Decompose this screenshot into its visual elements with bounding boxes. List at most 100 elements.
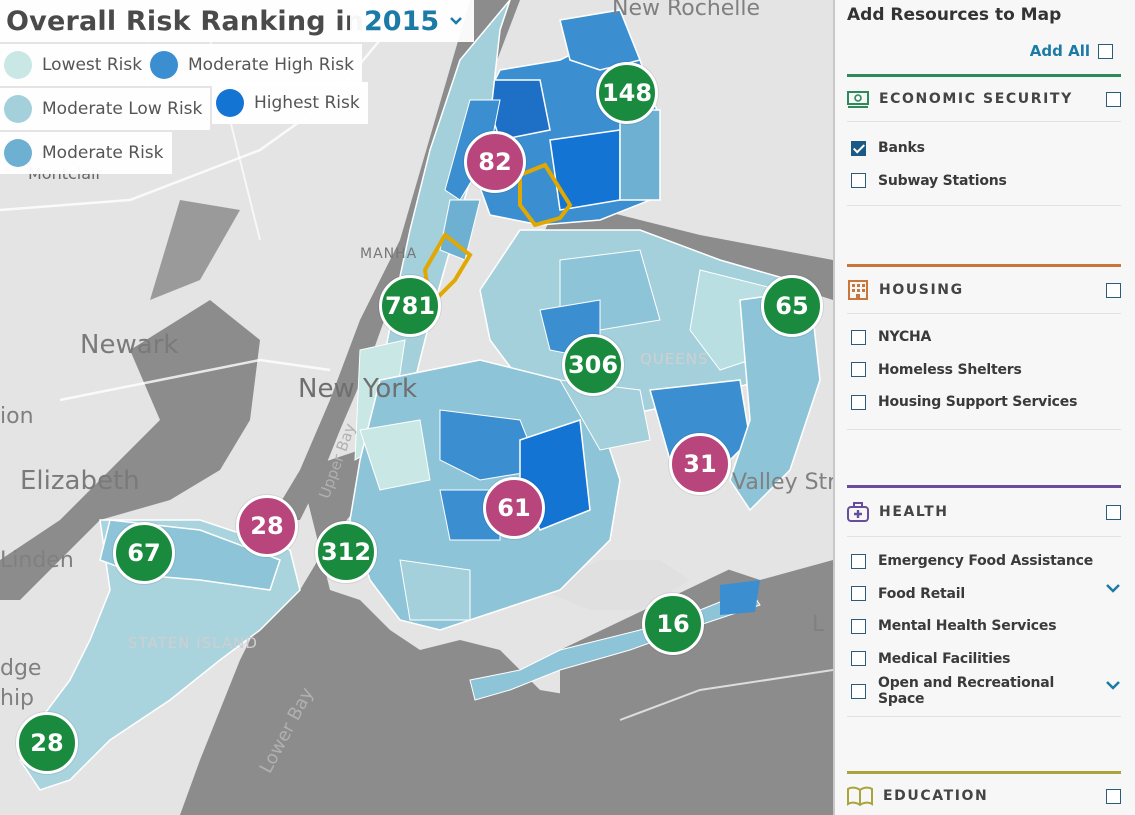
section-name: EDUCATION bbox=[883, 788, 989, 804]
resource-checkbox[interactable] bbox=[851, 683, 866, 699]
cluster-marker[interactable]: 148 bbox=[596, 62, 658, 124]
cluster-marker[interactable]: 781 bbox=[379, 275, 441, 337]
resource-checkbox[interactable] bbox=[851, 362, 866, 378]
resource-label[interactable]: Medical Facilities bbox=[878, 650, 1011, 667]
cluster-marker[interactable]: 61 bbox=[483, 477, 545, 539]
section-header: HEALTH bbox=[847, 488, 1121, 537]
resource-item-housing-support-services[interactable]: Housing Support Services bbox=[847, 386, 1121, 419]
chevron-down-icon[interactable] bbox=[1105, 679, 1121, 691]
cluster-marker[interactable]: 65 bbox=[761, 275, 823, 337]
resource-item-medical-facilities[interactable]: Medical Facilities bbox=[847, 643, 1121, 676]
legend-item-lowest-risk: Lowest Risk bbox=[0, 44, 151, 86]
resource-item-emergency-food-assistance[interactable]: Emergency Food Assistance bbox=[847, 545, 1121, 578]
place-label-new-york: New York bbox=[298, 374, 418, 404]
cluster-marker[interactable]: 16 bbox=[642, 593, 704, 655]
resource-checkbox[interactable] bbox=[851, 329, 866, 345]
place-label-elizabeth: Elizabeth bbox=[20, 466, 140, 496]
place-label-edge-left-3: hip bbox=[0, 686, 35, 711]
map-title: Overall Risk Ranking in bbox=[6, 5, 365, 37]
place-label-edge-left: ion bbox=[0, 404, 34, 429]
legend-label: Lowest Risk bbox=[42, 55, 143, 75]
cluster-marker[interactable]: 82 bbox=[464, 131, 526, 193]
add-all-checkbox[interactable] bbox=[1098, 43, 1113, 59]
legend-swatch bbox=[4, 95, 32, 123]
section-header: ECONOMIC SECURITY bbox=[847, 77, 1121, 122]
resource-item-banks[interactable]: Banks bbox=[847, 132, 1121, 165]
resource-label[interactable]: Open and Recreational Space bbox=[878, 675, 1055, 708]
cluster-marker[interactable]: 67 bbox=[113, 522, 175, 584]
section-name: ECONOMIC SECURITY bbox=[879, 91, 1073, 107]
section-name: HEALTH bbox=[879, 504, 949, 520]
resource-checkbox[interactable] bbox=[851, 586, 866, 602]
section-header: EDUCATION bbox=[847, 774, 1121, 815]
panel-title: Add Resources to Map bbox=[847, 5, 1062, 25]
legend-item-moderate-low-risk: Moderate Low Risk bbox=[0, 88, 211, 130]
year-value: 2015 bbox=[364, 5, 440, 37]
chevron-down-icon[interactable] bbox=[1105, 582, 1121, 594]
resources-panel: Add Resources to Map Add All ECONOMIC SE… bbox=[833, 0, 1135, 815]
section-economic-security: ECONOMIC SECURITY Banks Subway Stations bbox=[847, 74, 1121, 206]
resource-item-mental-health-services[interactable]: Mental Health Services bbox=[847, 610, 1121, 643]
resource-checkbox[interactable] bbox=[851, 394, 866, 410]
resource-checkbox[interactable] bbox=[851, 173, 866, 189]
legend-swatch bbox=[216, 89, 244, 117]
resource-label[interactable]: Banks bbox=[878, 140, 925, 157]
section-checkbox[interactable] bbox=[1106, 504, 1121, 520]
legend-label: Moderate Risk bbox=[42, 143, 164, 163]
section-rule bbox=[847, 771, 1121, 774]
place-label-edge-right: L bbox=[812, 612, 825, 637]
legend-item-moderate-risk: Moderate Risk bbox=[0, 132, 172, 174]
resource-label[interactable]: Housing Support Services bbox=[878, 394, 1078, 411]
cluster-marker[interactable]: 31 bbox=[669, 433, 731, 495]
place-label-queens: QUEENS bbox=[640, 350, 709, 368]
resource-checkbox[interactable] bbox=[851, 618, 866, 634]
resource-checkbox[interactable] bbox=[851, 553, 866, 569]
legend-label: Moderate High Risk bbox=[188, 55, 354, 75]
resource-item-nycha[interactable]: NYCHA bbox=[847, 321, 1121, 354]
resource-label[interactable]: Homeless Shelters bbox=[878, 361, 1022, 378]
map-title-box: Overall Risk Ranking in bbox=[0, 0, 373, 42]
resource-item-homeless-shelters[interactable]: Homeless Shelters bbox=[847, 354, 1121, 387]
section-rule bbox=[847, 74, 1121, 77]
resource-checkbox[interactable] bbox=[851, 140, 866, 156]
section-header: HOUSING bbox=[847, 267, 1121, 314]
legend-swatch bbox=[4, 139, 32, 167]
resource-item-food-retail[interactable]: Food Retail bbox=[847, 578, 1121, 611]
cluster-marker[interactable]: 28 bbox=[16, 712, 78, 774]
place-label-staten-island: STATEN ISLAND bbox=[128, 634, 258, 652]
add-all-control[interactable]: Add All bbox=[1030, 42, 1121, 60]
resource-label[interactable]: NYCHA bbox=[878, 329, 932, 346]
section-health: HEALTH Emergency Food Assistance Food Re… bbox=[847, 485, 1121, 717]
section-rule bbox=[847, 264, 1121, 267]
section-housing: HOUSING NYCHA Homeless Shelters Housing … bbox=[847, 264, 1121, 430]
resource-label[interactable]: Food Retail bbox=[878, 585, 965, 602]
section-items: Emergency Food Assistance Food Retail Me… bbox=[847, 537, 1121, 717]
resource-label[interactable]: Mental Health Services bbox=[878, 618, 1057, 635]
place-label-manhattan: MANHA bbox=[360, 246, 418, 262]
resource-label[interactable]: Emergency Food Assistance bbox=[878, 553, 1093, 570]
add-all-label[interactable]: Add All bbox=[1029, 42, 1090, 60]
place-label-edge-left-2: dge bbox=[0, 656, 42, 681]
place-label-new-rochelle: New Rochelle bbox=[612, 0, 761, 21]
legend-swatch bbox=[150, 51, 178, 79]
resource-checkbox[interactable] bbox=[851, 651, 866, 667]
resource-label[interactable]: Subway Stations bbox=[878, 172, 1007, 189]
section-checkbox[interactable] bbox=[1106, 788, 1121, 804]
resource-item-open-recreational-space[interactable]: Open and Recreational Space bbox=[847, 675, 1121, 708]
legend-swatch bbox=[4, 51, 32, 79]
cluster-marker[interactable]: 28 bbox=[236, 495, 298, 557]
section-items: NYCHA Homeless Shelters Housing Support … bbox=[847, 314, 1121, 430]
resource-item-subway-stations[interactable]: Subway Stations bbox=[847, 165, 1121, 198]
year-select[interactable]: 2015 bbox=[350, 0, 474, 42]
legend-label: Highest Risk bbox=[254, 93, 360, 113]
book-icon bbox=[847, 786, 873, 806]
section-checkbox[interactable] bbox=[1106, 91, 1121, 107]
cluster-marker[interactable]: 312 bbox=[315, 521, 377, 583]
medical-kit-icon bbox=[847, 502, 869, 522]
legend-item-highest-risk: Highest Risk bbox=[212, 82, 368, 124]
section-checkbox[interactable] bbox=[1106, 282, 1121, 298]
cluster-marker[interactable]: 306 bbox=[562, 334, 624, 396]
legend-label: Moderate Low Risk bbox=[42, 99, 203, 119]
map-view[interactable]: New Rochelle Montclair Newark New York E… bbox=[0, 0, 833, 815]
building-icon bbox=[848, 280, 868, 300]
